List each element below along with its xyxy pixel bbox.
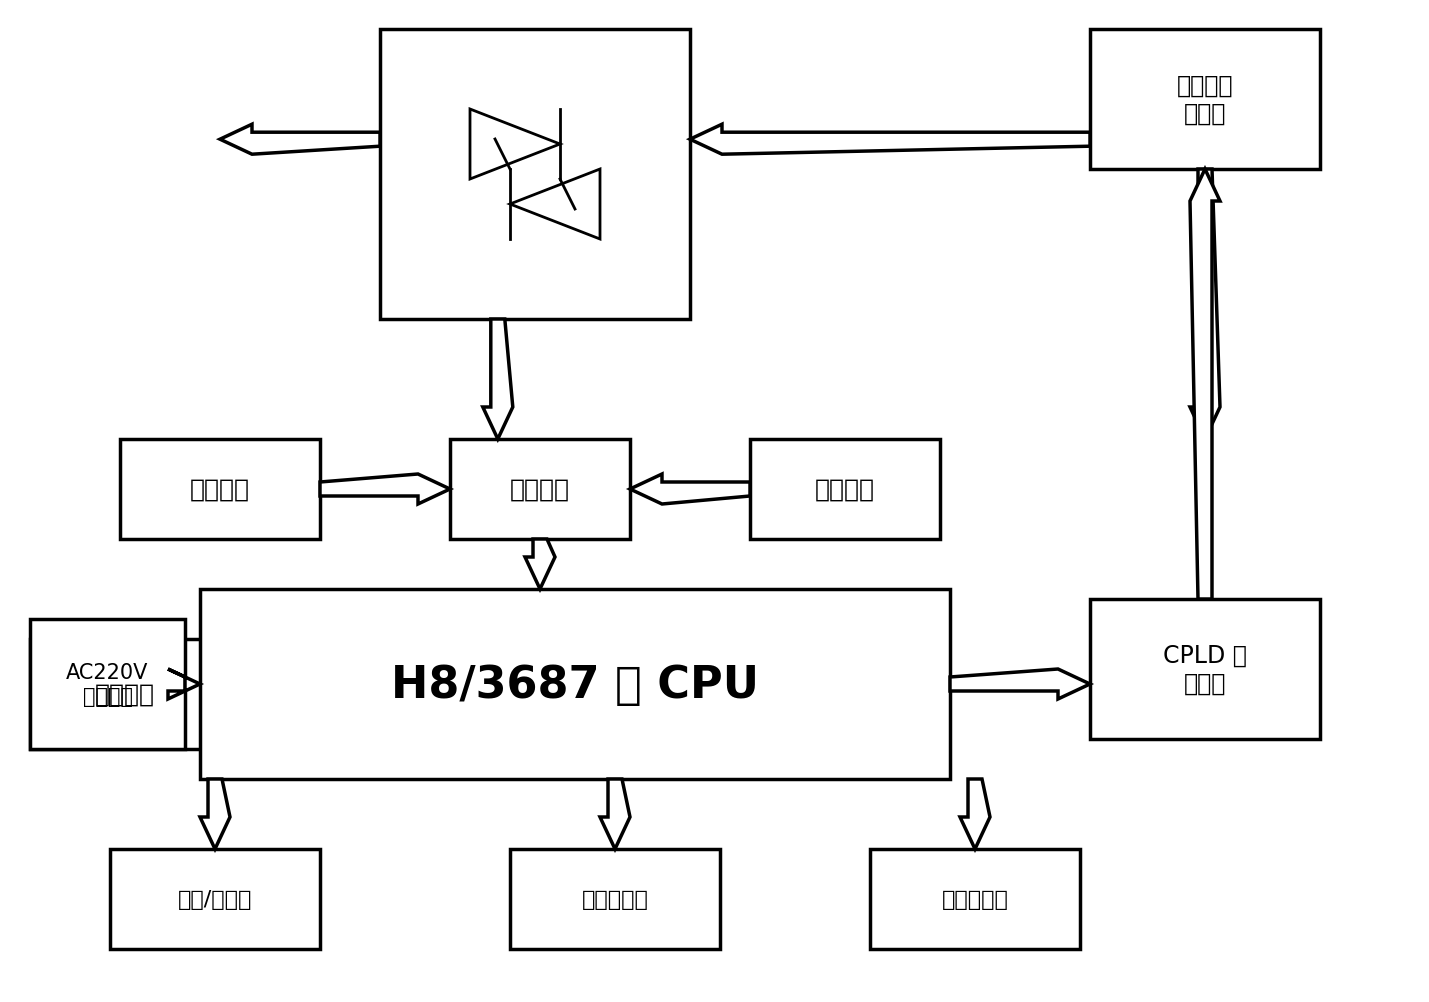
Text: 触摸屏通信: 触摸屏通信 xyxy=(582,889,649,909)
Polygon shape xyxy=(524,539,554,589)
Bar xyxy=(870,849,1080,949)
Text: AC220V
开关电源: AC220V 开关电源 xyxy=(66,662,149,705)
Polygon shape xyxy=(690,125,1090,155)
Bar xyxy=(30,639,220,749)
Text: 信号处理: 信号处理 xyxy=(510,478,570,501)
Polygon shape xyxy=(200,780,230,849)
Polygon shape xyxy=(630,475,750,504)
Bar xyxy=(200,589,950,780)
Text: 输入信号: 输入信号 xyxy=(815,478,875,501)
Text: H8/3687 主 CPU: H8/3687 主 CPU xyxy=(392,663,759,705)
Polygon shape xyxy=(320,475,450,504)
Polygon shape xyxy=(1190,169,1220,440)
Polygon shape xyxy=(1190,169,1220,599)
Bar xyxy=(380,30,690,320)
Text: 上位机通信: 上位机通信 xyxy=(942,889,1009,909)
Polygon shape xyxy=(483,320,513,440)
Polygon shape xyxy=(950,669,1090,699)
Text: 输出信号: 输出信号 xyxy=(190,478,250,501)
Bar xyxy=(110,849,320,949)
Bar xyxy=(30,619,184,749)
Bar xyxy=(1090,599,1320,739)
Bar xyxy=(450,440,630,539)
Polygon shape xyxy=(220,125,380,155)
Polygon shape xyxy=(600,780,630,849)
Bar xyxy=(510,849,720,949)
Polygon shape xyxy=(169,669,200,699)
Bar xyxy=(1090,30,1320,169)
Text: 晶闸管触
发电路: 晶闸管触 发电路 xyxy=(1176,74,1233,126)
Text: 功率回路: 功率回路 xyxy=(94,682,154,706)
Text: CPLD 信
号处理: CPLD 信 号处理 xyxy=(1163,643,1248,695)
Polygon shape xyxy=(960,780,990,849)
Bar xyxy=(120,440,320,539)
Text: 输入/输出口: 输入/输出口 xyxy=(177,889,252,909)
Bar xyxy=(750,440,940,539)
